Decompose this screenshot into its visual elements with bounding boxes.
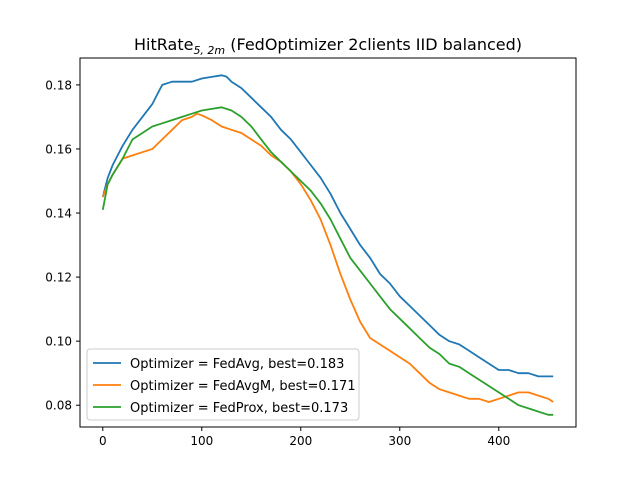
x-tick-label: 300 (388, 434, 411, 448)
legend-entry-fedavgm: Optimizer = FedAvgM, best=0.171 (93, 379, 356, 394)
plot-area (101, 74, 554, 416)
legend-entry-fedprox: Optimizer = FedProx, best=0.173 (93, 401, 348, 416)
legend-box (86, 348, 360, 421)
y-tick-label: 0.08 (45, 399, 72, 413)
legend-entry-fedavg: Optimizer = FedAvg, best=0.183 (93, 357, 344, 372)
series-line-2 (101, 106, 554, 416)
x-axis: 0 100 200 300 400 (99, 427, 510, 448)
x-tick-label: 400 (487, 434, 510, 448)
series-line-0 (101, 74, 554, 378)
y-tick-label: 0.12 (45, 271, 72, 285)
legend-label-fedavg: Optimizer = FedAvg, best=0.183 (130, 357, 344, 372)
y-tick-label: 0.10 (45, 335, 72, 349)
title-rest: (FedOptimizer 2clients IID balanced) (225, 35, 522, 54)
x-tick-label: 0 (99, 434, 107, 448)
y-tick-label: 0.14 (45, 207, 72, 221)
title-main: HitRate (134, 35, 193, 54)
y-axis: 0.08 0.10 0.12 0.14 0.16 0.18 (45, 78, 80, 413)
axes-frame (79, 57, 577, 428)
y-tick-label: 0.16 (45, 142, 72, 156)
x-tick-label: 200 (289, 434, 312, 448)
y-tick-label: 0.18 (45, 78, 72, 92)
legend: Optimizer = FedAvg, best=0.183 Optimizer… (86, 348, 360, 421)
series-line-1 (101, 112, 554, 403)
chart-title: HitRate5, 2m (FedOptimizer 2clients IID … (134, 35, 522, 57)
title-subscript: 5, 2m (193, 44, 225, 57)
legend-label-fedprox: Optimizer = FedProx, best=0.173 (130, 401, 348, 416)
legend-label-fedavgm: Optimizer = FedAvgM, best=0.171 (130, 379, 356, 394)
x-tick-label: 100 (190, 434, 213, 448)
